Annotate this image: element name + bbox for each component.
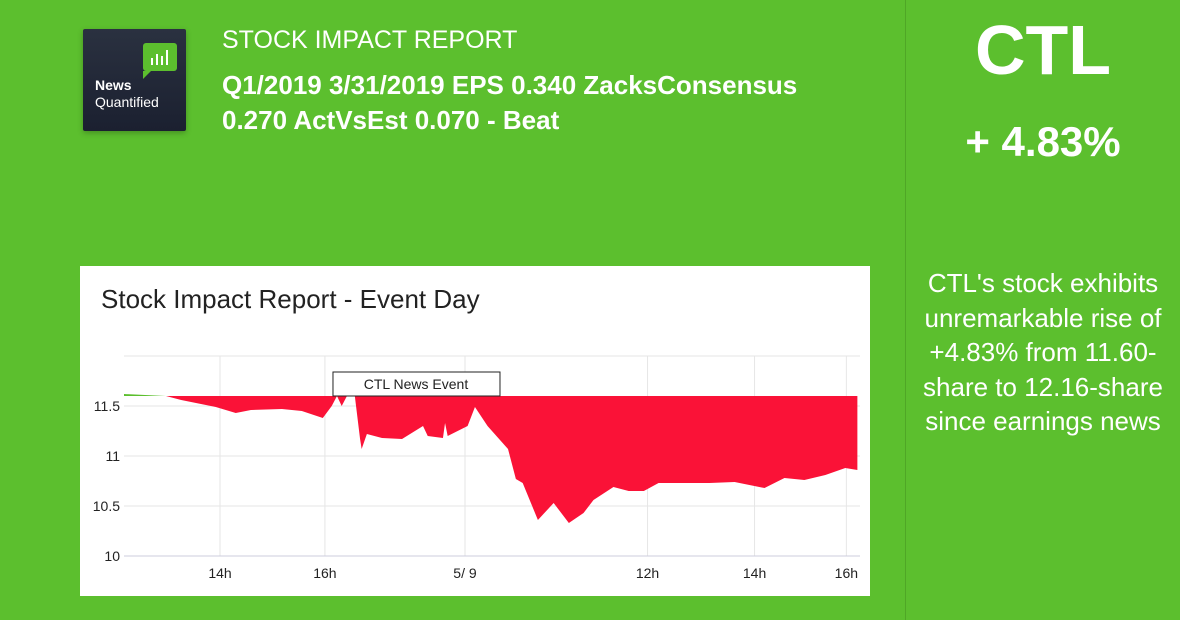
- news-quantified-logo: News Quantified: [83, 29, 186, 131]
- stock-chart: Stock Impact Report - Event Day 11.5 11 10…: [80, 266, 870, 596]
- chart-canvas: 11.5 11 10.5 10 14h 16h 5/ 9 12h 14h 16h CTL News …: [93, 355, 860, 581]
- annotation-box: [332, 371, 501, 397]
- panel-divider: [905, 0, 906, 620]
- y-tick-label: 11.5: [94, 398, 120, 414]
- logo-line1: News: [95, 77, 132, 93]
- x-tick-label: 12h: [636, 565, 659, 581]
- chart-bubble-icon: [143, 43, 177, 79]
- report-headline: Q1/2019 3/31/2019 EPS 0.340 ZacksConsens…: [222, 70, 798, 135]
- report-kicker: STOCK IMPACT REPORT: [222, 26, 518, 54]
- y-tick-label: 11: [105, 448, 120, 464]
- y-tick-label: 10.5: [93, 498, 120, 514]
- x-tick-label: 5/ 9: [453, 565, 477, 581]
- y-tick-label: 10: [104, 548, 120, 564]
- logo-line2: Quantified: [95, 94, 159, 110]
- ticker-symbol: CTL: [974, 11, 1112, 89]
- x-tick-label: 14h: [208, 565, 231, 581]
- x-tick-label: 14h: [743, 565, 766, 581]
- x-tick-label: 16h: [835, 565, 858, 581]
- chart-title: Stock Impact Report - Event Day: [101, 284, 480, 314]
- below-baseline-area: [124, 396, 858, 523]
- price-change: + 4.83%: [965, 118, 1121, 165]
- impact-summary: CTL's stock exhibits unremarkable rise o…: [923, 268, 1163, 436]
- annotation-label: CTL News Event: [364, 376, 469, 392]
- x-tick-label: 16h: [313, 565, 336, 581]
